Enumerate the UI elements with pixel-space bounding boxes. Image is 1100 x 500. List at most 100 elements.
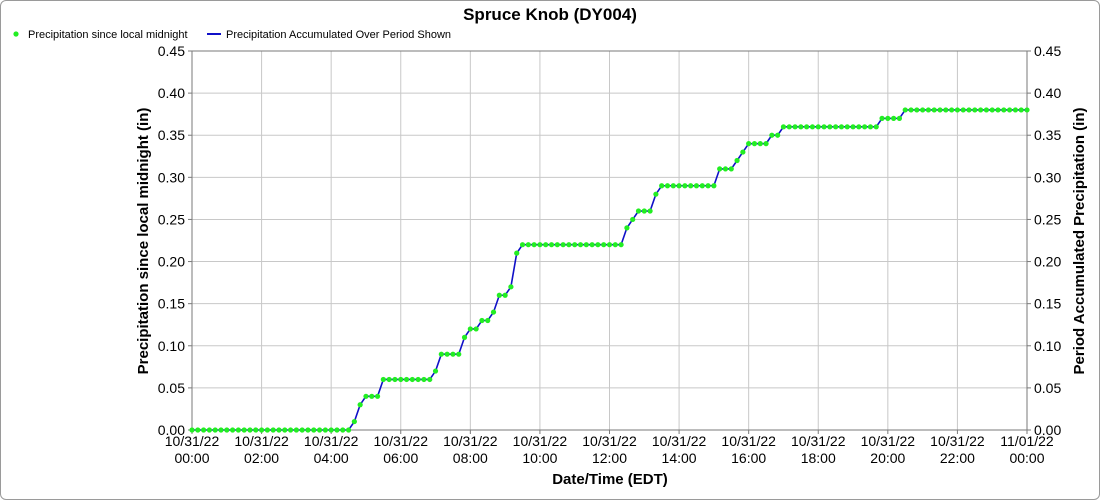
data-point <box>612 242 618 248</box>
x-tick-label-date: 10/31/22 <box>791 433 846 449</box>
x-tick-label-date: 10/31/22 <box>861 433 916 449</box>
y-axis-left-label: Precipitation since local midnight (in) <box>135 108 152 375</box>
data-point <box>827 124 833 130</box>
data-point <box>496 292 502 298</box>
data-point <box>531 242 537 248</box>
data-point <box>815 124 821 130</box>
data-point <box>780 124 787 130</box>
data-point <box>432 368 439 374</box>
data-point <box>287 427 294 433</box>
y2-tick-label: 0.25 <box>1034 211 1061 227</box>
legend: Precipitation since local midnight Preci… <box>13 29 451 41</box>
x-tick-label-time: 06:00 <box>383 450 418 466</box>
x-tick-label-time: 04:00 <box>314 450 349 466</box>
data-point <box>1012 107 1019 113</box>
data-point <box>891 115 897 121</box>
x-tick-label-time: 00:00 <box>1009 450 1044 466</box>
y2-tick-label: 0.40 <box>1034 85 1061 101</box>
data-point <box>438 351 444 357</box>
y2-tick-label: 0.45 <box>1034 43 1061 59</box>
data-point <box>775 132 781 138</box>
data-point <box>195 427 201 433</box>
data-point <box>316 427 323 433</box>
y-tick-label: 0.35 <box>158 127 185 143</box>
y2-tick-label: 0.05 <box>1034 380 1061 396</box>
y2-tick-label: 0.35 <box>1034 127 1061 143</box>
data-point <box>189 427 195 433</box>
data-point <box>838 124 845 130</box>
data-point <box>560 242 566 248</box>
y-tick-label: 0.30 <box>158 169 185 185</box>
data-point <box>896 115 903 121</box>
x-tick-label-date: 10/31/22 <box>930 433 985 449</box>
data-point <box>931 107 937 113</box>
data-point <box>653 191 659 197</box>
x-tick-label-time: 08:00 <box>453 450 488 466</box>
data-point <box>392 376 398 383</box>
data-point <box>833 124 839 130</box>
x-tick-label-time: 12:00 <box>592 450 627 466</box>
data-point <box>769 132 775 138</box>
data-point <box>415 376 421 383</box>
data-point <box>601 242 607 248</box>
data-point <box>566 242 572 248</box>
data-point <box>954 107 961 113</box>
data-point <box>647 208 653 214</box>
data-point <box>711 183 717 189</box>
data-point <box>983 107 990 113</box>
data-point <box>798 124 804 130</box>
x-tick-label-date: 10/31/22 <box>652 433 707 449</box>
data-point <box>380 376 386 383</box>
data-point <box>345 427 352 433</box>
data-point <box>1001 107 1007 113</box>
data-point <box>427 376 433 383</box>
data-point <box>247 427 253 433</box>
x-tick-label-time: 14:00 <box>662 450 697 466</box>
data-point <box>867 124 874 130</box>
data-point <box>659 183 665 189</box>
data-point <box>554 242 560 248</box>
data-point <box>630 216 636 223</box>
y-tick-label: 0.40 <box>158 85 185 101</box>
data-point <box>334 427 340 433</box>
x-tick-label-date: 10/31/22 <box>304 433 359 449</box>
x-tick-label-date: 10/31/22 <box>513 433 568 449</box>
data-point <box>670 183 676 189</box>
y2-tick-label: 0.30 <box>1034 169 1061 185</box>
data-point <box>241 427 247 433</box>
data-point <box>479 317 485 324</box>
data-point <box>862 124 868 130</box>
data-point <box>699 183 705 189</box>
data-point <box>960 107 966 113</box>
y-tick-label: 0.05 <box>158 380 185 396</box>
y2-tick-label: 0.10 <box>1034 338 1061 354</box>
y-tick-label: 0.00 <box>158 422 185 438</box>
legend-entry-precip-since-midnight: Precipitation since local midnight <box>28 29 188 41</box>
data-point <box>693 183 700 189</box>
data-point <box>508 284 514 290</box>
data-point <box>311 427 317 433</box>
x-tick-label-date: 10/31/22 <box>582 433 637 449</box>
data-point <box>879 115 885 121</box>
y-tick-label: 0.25 <box>158 211 185 227</box>
data-point <box>374 393 381 399</box>
data-point <box>258 427 265 433</box>
data-point <box>804 124 810 130</box>
data-point <box>473 326 479 332</box>
x-tick-label-date: 10/31/22 <box>234 433 289 449</box>
gridlines <box>192 51 1027 430</box>
data-point <box>514 250 520 256</box>
data-point <box>786 124 792 130</box>
chart-title: Spruce Knob (DY004) <box>463 5 637 24</box>
data-point <box>1024 107 1030 113</box>
data-point <box>502 292 508 298</box>
y-tick-label: 0.10 <box>158 338 185 354</box>
data-point <box>792 124 798 130</box>
legend-marker-icon <box>13 31 19 37</box>
data-point <box>757 141 763 147</box>
data-point <box>717 166 723 172</box>
data-point <box>229 427 236 433</box>
data-point <box>746 141 752 147</box>
data-point <box>606 242 613 248</box>
